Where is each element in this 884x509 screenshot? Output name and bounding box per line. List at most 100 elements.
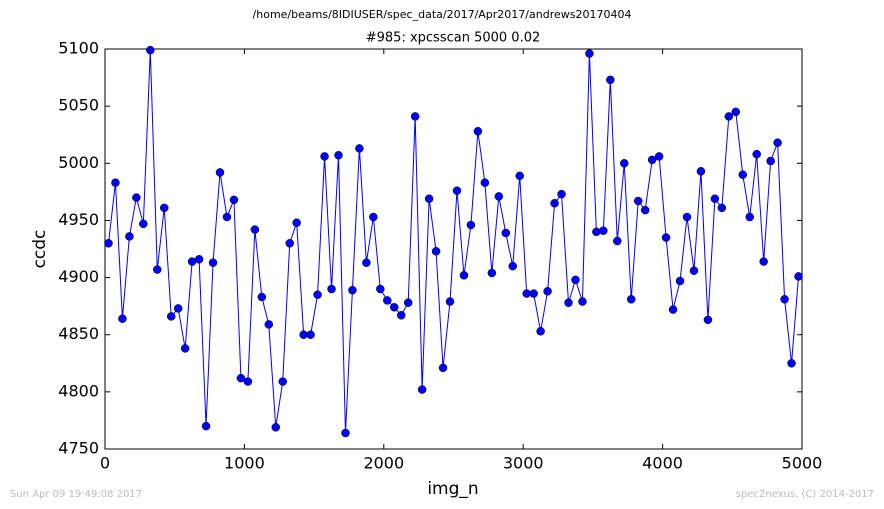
data-point [278, 377, 287, 386]
data-point [348, 285, 357, 295]
data-point [571, 275, 580, 285]
data-point [745, 212, 754, 222]
data-point [487, 268, 497, 278]
data-point [550, 199, 559, 208]
data-point [313, 290, 322, 299]
data-point [766, 156, 775, 166]
data-point [703, 315, 713, 325]
data-point [229, 195, 239, 205]
data-point [640, 205, 650, 215]
y-tick-label: 5000 [58, 153, 99, 172]
data-point [452, 186, 462, 195]
data-point [473, 127, 483, 136]
data-point [285, 239, 294, 248]
data-point [606, 75, 615, 85]
data-point [759, 257, 768, 266]
data-point [180, 344, 190, 353]
data-point [501, 228, 511, 238]
data-point [647, 155, 657, 165]
data-point [104, 239, 113, 248]
data-point [194, 255, 204, 264]
x-axis-label: img_n [427, 479, 478, 499]
data-point [515, 171, 524, 181]
data-point [717, 203, 727, 213]
data-point [543, 287, 552, 296]
x-tick-label: 3000 [503, 454, 544, 473]
data-point [752, 149, 761, 159]
data-point [620, 159, 629, 168]
y-tick-label: 4750 [58, 439, 99, 458]
x-tick-label: 1000 [224, 454, 265, 473]
x-tick-label: 5000 [782, 454, 823, 473]
data-point [557, 189, 566, 199]
data-point [341, 428, 350, 438]
data-point [675, 276, 685, 286]
y-tick-label: 5100 [58, 39, 99, 58]
data-point [494, 192, 504, 201]
data-point [564, 298, 573, 307]
data-point [125, 232, 134, 241]
y-tick-label: 4950 [58, 210, 99, 229]
data-point [689, 266, 699, 275]
data-point [626, 295, 636, 304]
data-point [201, 421, 211, 431]
data-point [250, 225, 260, 234]
y-axis-label: ccdc [30, 230, 50, 269]
data-point [654, 152, 664, 161]
data-point [773, 138, 782, 147]
data-point [355, 144, 364, 153]
data-point [208, 258, 218, 267]
data-line [107, 50, 800, 434]
data-point [410, 112, 420, 121]
data-point [417, 385, 427, 394]
data-point [243, 377, 253, 386]
y-tick-label: 4800 [58, 381, 99, 400]
header: /home/beams/8IDIUSER/spec_data/2017/Apr2… [253, 8, 632, 21]
data-point [173, 304, 183, 313]
data-point [334, 151, 343, 160]
data-point [166, 312, 176, 321]
footer-left: Sun Apr 09 19:49:08 2017 [10, 489, 142, 500]
y-tick-label: 4900 [58, 267, 99, 286]
data-point [264, 320, 274, 329]
data-point [661, 233, 671, 242]
data-point [215, 168, 225, 177]
data-point [613, 236, 622, 246]
data-point [466, 220, 476, 230]
data-point [724, 112, 734, 121]
data-point [633, 196, 643, 206]
data-point [599, 226, 608, 235]
data-point [585, 49, 594, 58]
data-point [132, 193, 141, 202]
x-tick-label: 2000 [363, 454, 404, 473]
data-point [710, 194, 720, 203]
data-point [668, 305, 678, 314]
data-point [369, 212, 378, 222]
data-point [139, 219, 148, 229]
data-point [794, 272, 803, 281]
data-point [383, 296, 392, 305]
x-tick-label: 4000 [642, 454, 683, 473]
data-point [257, 292, 267, 302]
data-point [390, 303, 399, 312]
data-point [111, 178, 120, 187]
data-point [222, 212, 232, 222]
data-point [362, 258, 371, 267]
data-point [592, 227, 601, 237]
data-point [480, 178, 490, 187]
y-tick-label: 4850 [58, 324, 99, 343]
data-point [236, 373, 246, 383]
data-point [780, 295, 789, 304]
chart-title: #985: xpcsscan 5000 0.02 [366, 31, 541, 46]
data-point [459, 271, 469, 280]
data-point [327, 284, 336, 294]
data-point [682, 212, 692, 222]
data-point [424, 194, 434, 203]
data-point [146, 45, 155, 55]
data-point [445, 297, 455, 306]
data-point [529, 289, 538, 298]
data-point [438, 363, 448, 373]
data-point [306, 330, 315, 339]
